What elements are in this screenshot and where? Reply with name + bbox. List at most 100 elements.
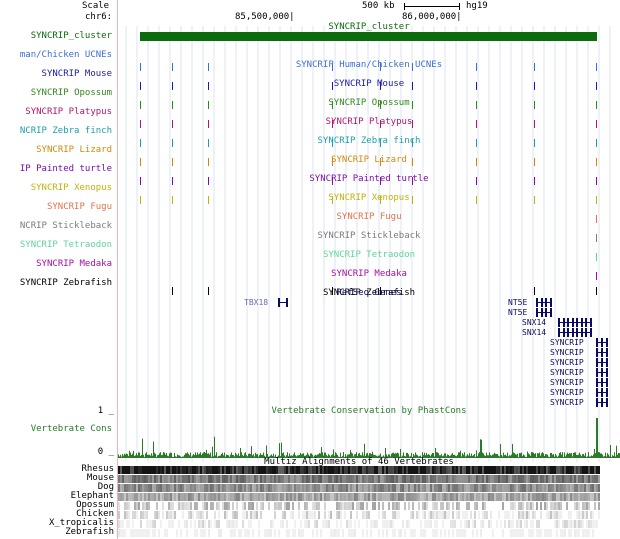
gene-label[interactable]: SNX14 xyxy=(522,328,547,337)
track-label[interactable]: SYNCRIP_cluster xyxy=(30,31,112,41)
conserved-element xyxy=(380,196,381,204)
gene-label[interactable]: SYNCRIP xyxy=(550,338,584,347)
alignment-block xyxy=(152,475,154,483)
species-label[interactable]: Elephant xyxy=(70,491,114,501)
conservation-bar xyxy=(225,456,226,458)
conserved-element xyxy=(208,158,209,166)
species-label[interactable]: Opossum xyxy=(76,500,114,510)
gene-model[interactable] xyxy=(596,398,608,407)
species-label[interactable]: Mouse xyxy=(86,473,114,483)
alignment-block xyxy=(456,484,458,492)
gene-label[interactable]: NT5E xyxy=(508,308,528,317)
alignment-block xyxy=(226,475,228,483)
track-label[interactable]: NCRIP Zebra finch xyxy=(19,126,112,136)
track-label[interactable]: SYNCRIP Xenopus xyxy=(30,183,112,193)
conservation-bar xyxy=(479,452,480,458)
alignment-block xyxy=(328,484,330,492)
gene-label[interactable]: SYNCRIP xyxy=(550,358,584,367)
track-label[interactable]: IP Painted turtle xyxy=(19,164,112,174)
alignment-block xyxy=(596,466,598,474)
track-label[interactable]: SYNCRIP Tetraodon xyxy=(19,240,112,250)
alignment-block xyxy=(446,493,448,501)
conservation-bar xyxy=(192,455,193,458)
alignment-block xyxy=(578,493,580,501)
gene-label[interactable]: SYNCRIP xyxy=(550,378,584,387)
track-label[interactable]: Vertebrate Cons xyxy=(30,424,112,434)
track-label[interactable]: SYNCRIP Mouse xyxy=(41,69,112,79)
alignment-block xyxy=(376,520,378,528)
alignment-block xyxy=(494,493,496,501)
alignment-block xyxy=(394,466,396,474)
gene-model[interactable] xyxy=(596,348,608,357)
species-label[interactable]: X_tropicalis xyxy=(48,518,114,528)
gene-model[interactable] xyxy=(278,298,288,307)
track-label[interactable]: SYNCRIP Medaka xyxy=(36,259,112,269)
gene-model[interactable] xyxy=(558,328,592,337)
alignment-block xyxy=(130,493,132,501)
alignment-block xyxy=(380,493,382,501)
alignment-block xyxy=(374,484,376,492)
alignment-block xyxy=(284,475,286,483)
alignment-block xyxy=(328,520,330,528)
alignment-block xyxy=(250,466,252,474)
alignment-block xyxy=(544,466,546,474)
exon xyxy=(601,358,603,367)
alignment-block xyxy=(578,466,580,474)
alignment-block xyxy=(448,484,450,492)
gene-label[interactable]: NT5E xyxy=(508,298,528,307)
alignment-block xyxy=(526,520,528,528)
alignment-block xyxy=(528,484,530,492)
conservation-bar xyxy=(416,454,417,458)
species-label[interactable]: Rhesus xyxy=(81,464,114,474)
species-label[interactable]: Chicken xyxy=(76,509,114,519)
gene-label[interactable]: SYNCRIP xyxy=(550,368,584,377)
alignment-block xyxy=(198,466,200,474)
conservation-bar xyxy=(178,455,179,458)
gene-model[interactable] xyxy=(536,308,552,317)
alignment-block xyxy=(350,502,352,510)
gene-model[interactable] xyxy=(558,318,592,327)
track-label[interactable]: SYNCRIP Fugu xyxy=(46,202,112,212)
alignment-block xyxy=(258,484,260,492)
conservation-bar xyxy=(508,456,509,458)
track-label[interactable]: man/Chicken UCNEs xyxy=(19,50,112,60)
alignment-block xyxy=(296,484,298,492)
alignment-block xyxy=(242,520,244,528)
gene-model[interactable] xyxy=(596,368,608,377)
alignment-block xyxy=(562,484,564,492)
track-label[interactable]: NCRIP Stickleback xyxy=(19,221,112,231)
track-label[interactable]: SYNCRIP Opossum xyxy=(30,88,112,98)
alignment-block xyxy=(182,502,184,510)
gene-model[interactable] xyxy=(596,388,608,397)
conservation-bar xyxy=(574,452,575,458)
alignment-block xyxy=(392,493,394,501)
exon xyxy=(606,338,608,347)
gene-label[interactable]: SNX14 xyxy=(522,318,547,327)
alignment-block xyxy=(316,484,318,492)
species-label[interactable]: Zebrafish xyxy=(65,527,114,537)
gene-label[interactable]: SYNCRIP xyxy=(550,348,584,357)
species-label[interactable]: Dog xyxy=(97,482,114,492)
alignment-block xyxy=(220,493,222,501)
conserved-element xyxy=(596,196,597,204)
alignment-block xyxy=(144,529,146,537)
gene-label[interactable]: SYNCRIP xyxy=(550,398,584,407)
track-label[interactable]: SYNCRIP Lizard xyxy=(36,145,112,155)
alignment-block xyxy=(376,484,378,492)
alignment-block xyxy=(470,475,472,483)
alignment-block xyxy=(508,475,510,483)
gene-model[interactable] xyxy=(596,338,608,347)
alignment-block xyxy=(162,511,164,519)
conservation-bar xyxy=(270,455,271,458)
gene-model[interactable] xyxy=(536,298,552,307)
track-label[interactable]: SYNCRIP Platypus xyxy=(25,107,112,117)
alignment-block xyxy=(492,484,494,492)
alignment-block xyxy=(126,493,128,501)
alignment-block xyxy=(274,511,276,519)
gene-label[interactable]: TBX18 xyxy=(244,298,269,307)
alignment-block xyxy=(248,484,250,492)
track-label[interactable]: SYNCRIP Zebrafish xyxy=(19,278,112,288)
gene-model[interactable] xyxy=(596,378,608,387)
gene-label[interactable]: SYNCRIP xyxy=(550,388,584,397)
gene-model[interactable] xyxy=(596,358,608,367)
